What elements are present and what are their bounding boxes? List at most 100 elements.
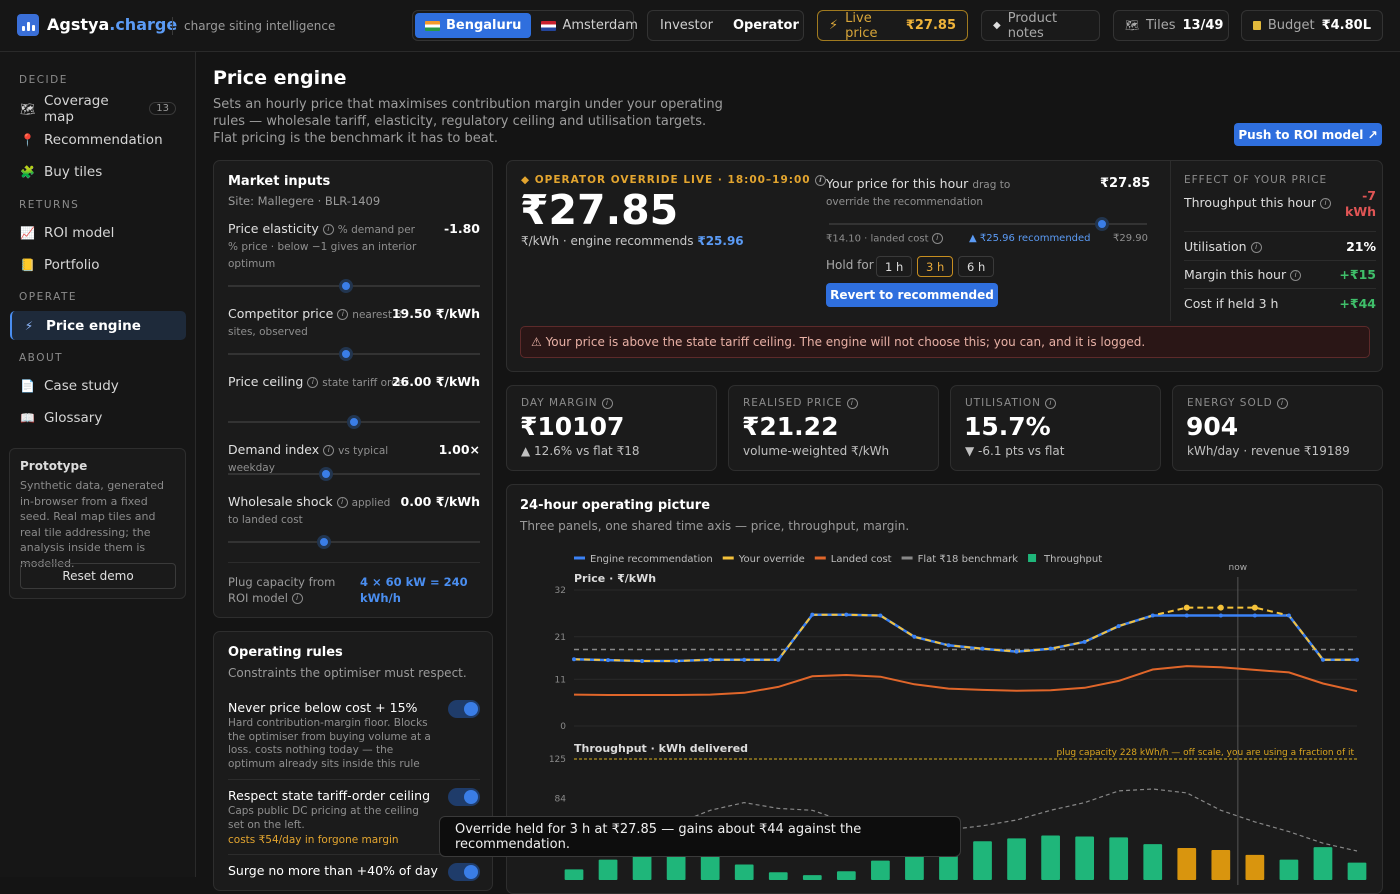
sidebar-item-roi-model[interactable]: 📈 ROI model [20, 224, 115, 241]
divider [1184, 288, 1376, 289]
prototype-title: Prototype [20, 459, 88, 473]
recommendation-point [1184, 613, 1189, 618]
throughput-bar [1075, 836, 1095, 880]
info-icon[interactable]: i [337, 309, 349, 320]
info-icon[interactable]: i [1045, 397, 1057, 409]
logo-icon [17, 14, 39, 36]
y-tick-label: 21 [555, 633, 566, 643]
price-ceiling-slider[interactable] [228, 415, 480, 429]
plug-capacity: Plug capacity from ROI model i 4 × 60 kW… [228, 574, 480, 606]
info-icon[interactable]: i [323, 445, 335, 456]
competitor-price-slider[interactable] [228, 347, 480, 361]
slider-knob[interactable] [347, 415, 361, 429]
sidebar-item-glossary[interactable]: 📖 Glossary [20, 409, 103, 426]
rule-description: Hard contribution-margin floor. Blocks t… [228, 717, 431, 770]
slider-knob[interactable] [319, 467, 334, 481]
hold-6h-button[interactable]: 6 h [958, 256, 995, 277]
info-icon[interactable]: i [846, 397, 858, 409]
sidebar-item-buy-tiles[interactable]: 🧩 Buy tiles [20, 163, 103, 180]
slider-knob[interactable] [316, 535, 331, 549]
info-icon[interactable]: i [336, 497, 348, 508]
info-icon[interactable]: i [1250, 242, 1262, 253]
sidebar-item-recommendation[interactable]: 📍 Recommendation [20, 131, 163, 148]
sidebar-item-coverage-map[interactable]: 🗺 Coverage map 13 [10, 93, 186, 125]
city-option-bengaluru[interactable]: Bengaluru [415, 13, 532, 38]
slider-knob[interactable] [339, 279, 354, 293]
legend-label: Flat ₹18 benchmark [918, 554, 1019, 565]
info-icon[interactable]: i [307, 377, 319, 388]
series-your-override [573, 606, 1357, 662]
effect-value: 21% [1346, 239, 1376, 254]
throughput-bar [1245, 854, 1265, 880]
rule-title: Respect state tariff-order ceiling [228, 788, 431, 803]
rule-toggle[interactable] [448, 788, 480, 806]
slider-knob[interactable] [339, 347, 354, 361]
override-point [1217, 604, 1224, 611]
live-price-pill[interactable]: ⚡ Live price ₹27.85 [817, 10, 968, 41]
sidebar-item-portfolio[interactable]: 📒 Portfolio [20, 256, 100, 273]
product-notes-button[interactable]: ◆ Product notes [981, 10, 1100, 41]
push-to-roi-button[interactable]: Push to ROI model ↗ [1234, 123, 1382, 146]
chart-icon: 📈 [20, 225, 35, 240]
engine-recommendation: ₹/kWh · engine recommends ₹25.96 [521, 234, 744, 248]
market-inputs-card: Market inputs Site: Mallegere · BLR-1409… [213, 160, 493, 618]
info-icon[interactable]: i [1290, 270, 1302, 281]
kpi-value: ₹10107 [520, 412, 625, 441]
info-icon[interactable]: i [1319, 198, 1331, 209]
recommendation-point [1320, 657, 1325, 662]
override-point [1183, 604, 1190, 611]
recommendation-point [1014, 649, 1019, 654]
info-icon[interactable]: i [815, 174, 827, 186]
throughput-bar [802, 875, 822, 880]
throughput-bar [871, 860, 890, 880]
your-price-slider[interactable] [829, 217, 1147, 231]
y-tick-label: 32 [555, 586, 566, 596]
recommendation-point [776, 657, 781, 662]
info-icon[interactable]: i [602, 397, 613, 409]
wholesale-shock-slider[interactable] [228, 535, 480, 549]
param-value: 26.00 ₹/kWh [391, 374, 480, 389]
sidebar-item-case-study[interactable]: 📄 Case study [20, 377, 119, 394]
param-competitor-price: Competitor price i nearest 3 sites, obse… [228, 306, 480, 338]
recommendation-point [810, 612, 815, 617]
revert-button[interactable]: Revert to recommended [826, 283, 998, 307]
rule-tariff-ceiling: Respect state tariff-order ceiling Caps … [228, 788, 480, 846]
mode-option-investor[interactable]: Investor [660, 18, 713, 33]
throughput-bar [1347, 862, 1367, 880]
capacity-note: plug capacity 228 kWh/h — off scale, you… [1057, 748, 1355, 758]
sidebar-item-price-engine[interactable]: ⚡ Price engine [10, 311, 186, 340]
throughput-bar [564, 869, 584, 880]
mode-option-operator[interactable]: Operator [732, 18, 799, 33]
slider-knob[interactable] [1095, 217, 1110, 231]
ceiling-warning: ⚠ Your price is above the state tariff c… [520, 326, 1370, 358]
hold-1h-button[interactable]: 1 h [876, 256, 913, 277]
site-label: Site: Mallegere · BLR-1409 [228, 194, 381, 208]
info-icon[interactable]: i [931, 233, 943, 244]
now-label: now [1229, 563, 1248, 573]
recommendation-point [980, 646, 985, 651]
demand-index-slider[interactable] [228, 467, 480, 481]
city-option-amsterdam[interactable]: Amsterdam [531, 13, 647, 38]
throughput-bar [1007, 838, 1026, 880]
recommendation-point [640, 658, 645, 663]
map-icon: 🗺 [1125, 19, 1139, 32]
reset-demo-button[interactable]: Reset demo [20, 563, 176, 589]
info-icon[interactable]: i [291, 593, 303, 604]
rule-toggle[interactable] [448, 700, 480, 718]
kpi-note: ▲ 12.6% vs flat ₹18 [521, 444, 640, 458]
info-icon[interactable]: i [1277, 397, 1288, 409]
effect-value: +₹15 [1339, 267, 1376, 282]
budget-counter[interactable]: Budget ₹4.80L [1241, 10, 1383, 41]
info-icon[interactable]: i [322, 224, 334, 235]
elasticity-slider[interactable] [228, 279, 480, 293]
legend-label: Throughput [1043, 554, 1102, 565]
hold-3h-button[interactable]: 3 h [917, 256, 954, 277]
kpi-day-margin: DAY MARGIN i ₹10107 ▲ 12.6% vs flat ₹18 [506, 385, 717, 471]
tiles-counter[interactable]: 🗺 Tiles 13/49 [1113, 10, 1229, 41]
override-kicker: ◆ OPERATOR OVERRIDE LIVE · 18:00–19:00 i [521, 174, 827, 186]
page-description: Sets an hourly price that maximises cont… [213, 97, 723, 146]
kpi-value: ₹21.22 [742, 412, 839, 441]
effect-row-margin: Margin this hour i +₹15 [1184, 267, 1376, 282]
throughput-bar [700, 851, 720, 880]
rule-toggle[interactable] [448, 863, 480, 881]
